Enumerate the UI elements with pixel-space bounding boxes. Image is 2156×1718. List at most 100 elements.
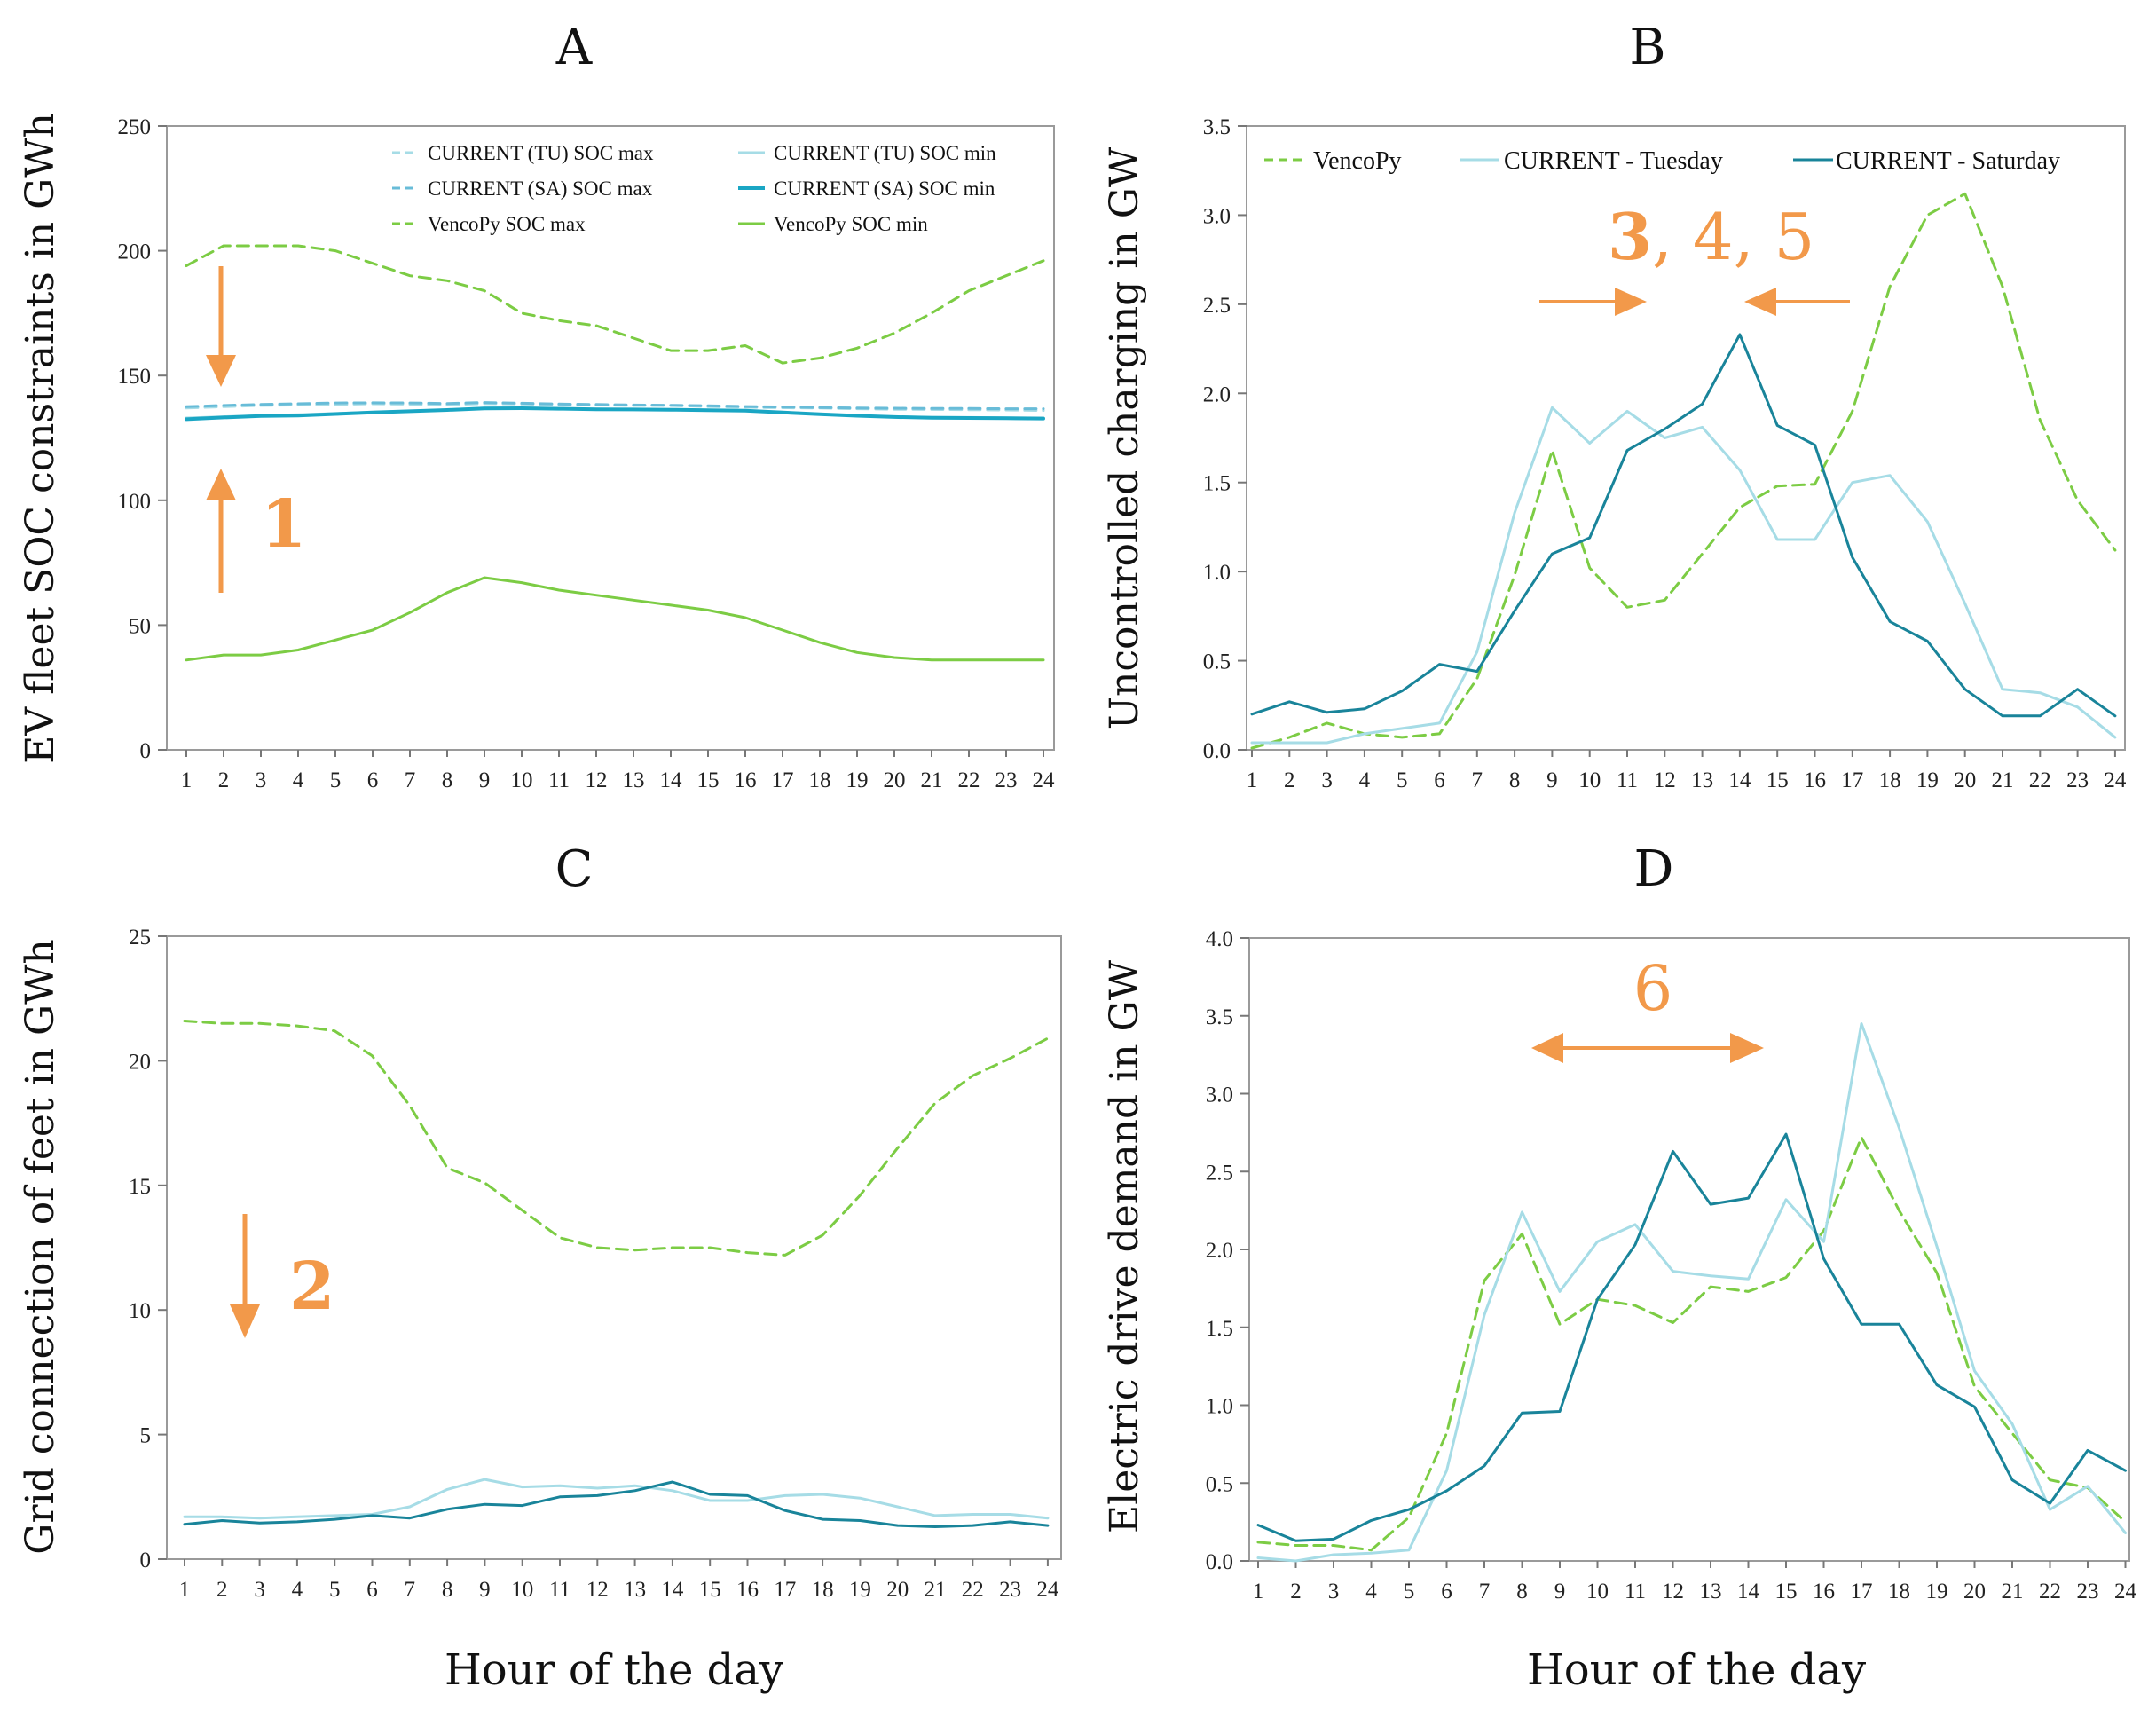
panel-c-y-tick-label: 25 — [129, 926, 151, 950]
legend-current-tu-soc-min: CURRENT (TU) SOC min — [774, 142, 996, 164]
legend-current-tuesday: CURRENT - Tuesday — [1504, 147, 1723, 175]
panel-a-y-axis-label: EV fleet SOC constraints in GWh — [18, 113, 63, 764]
panel-b-x-tick-label: 8 — [1509, 768, 1521, 792]
panel-a-x-tick-label: 21 — [921, 768, 943, 792]
panel-b-x-tick-label: 1 — [1247, 768, 1258, 792]
panel-c-x-ticks: 1 2 3 4 5 6 7 8 9 10 11 12 13 14 15 16 17 18 19 20 21 22 23 24 — [179, 1559, 1059, 1602]
panel-d-x-tick-label: 17 — [1851, 1580, 1873, 1604]
panel-b-y-tick-label: 2.5 — [1203, 294, 1231, 318]
panel-d-x-tick-label: 18 — [1888, 1580, 1910, 1604]
panel-b-y-tick-label: 2.0 — [1203, 382, 1231, 406]
panel-b-x-tick-label: 12 — [1654, 768, 1676, 792]
panel-c-x-tick-label: 10 — [511, 1578, 533, 1602]
annotation-2-arrow-down-head — [230, 1304, 260, 1338]
panel-c-x-tick-label: 4 — [292, 1578, 303, 1602]
panel-c-x-tick-label: 17 — [774, 1578, 796, 1602]
panel-c-y-ticks: 0 5 10 15 20 25 — [129, 926, 167, 1572]
panel-c-y-tick-label: 20 — [129, 1050, 151, 1074]
panel-d-x-tick-label: 23 — [2077, 1580, 2099, 1604]
panel-a-x-tick-label: 8 — [442, 768, 453, 792]
panel-d-y-tick-label: 3.0 — [1206, 1084, 1233, 1107]
annotation-6-arrow-left-head — [1531, 1033, 1563, 1063]
panel-d-x-tick-label: 9 — [1554, 1580, 1566, 1604]
panel-c-x-tick-label: 7 — [405, 1578, 416, 1602]
panel-b-x-tick-label: 5 — [1397, 768, 1408, 792]
panel-c-x-tick-label: 6 — [366, 1578, 378, 1602]
panel-d-x-tick-label: 16 — [1813, 1580, 1835, 1604]
panel-b-x-tick-label: 24 — [2104, 768, 2127, 792]
panel-b-x-tick-label: 9 — [1546, 768, 1558, 792]
panel-c-x-tick-label: 13 — [624, 1578, 646, 1602]
annotation-4-5-label: , 4, 5 — [1652, 200, 1814, 274]
panel-d-y-tick-label: 0.0 — [1206, 1550, 1233, 1574]
panel-d-y-tick-label: 2.5 — [1206, 1161, 1233, 1185]
panel-b-y-tick-label: 0.0 — [1203, 739, 1231, 763]
panel-d-y-tick-label: 1.0 — [1206, 1395, 1233, 1419]
panel-b-x-tick-label: 11 — [1617, 768, 1638, 792]
annotation-2-label: 2 — [289, 1249, 335, 1325]
panel-c-x-tick-label: 15 — [699, 1578, 721, 1602]
annotation-1-arrow-up-head — [206, 469, 236, 500]
panel-d-x-tick-label: 6 — [1441, 1580, 1452, 1604]
panel-a-x-tick-label: 18 — [809, 768, 831, 792]
panel-d-y-tick-label: 1.5 — [1206, 1317, 1233, 1341]
panel-a-y-tick-label: 100 — [118, 490, 152, 514]
panel-c-plot-frame — [166, 935, 1062, 1560]
panel-d-x-tick-label: 5 — [1404, 1580, 1415, 1604]
panel-a-x-tick-label: 17 — [772, 768, 794, 792]
panel-b: B Uncontrolled charging in GW 0.0 0.5 1.0 1… — [1102, 19, 2127, 792]
legend-current-tu-soc-max: CURRENT (TU) SOC max — [428, 142, 654, 164]
panel-d-y-tick-label: 2.0 — [1206, 1239, 1233, 1263]
panel-d-x-tick-label: 20 — [1963, 1580, 1986, 1604]
panel-c-x-tick-label: 3 — [254, 1578, 265, 1602]
panel-a-x-tick-label: 22 — [958, 768, 980, 792]
panel-c-x-tick-label: 19 — [849, 1578, 871, 1602]
legend-current-sa-soc-max: CURRENT (SA) SOC max — [428, 177, 653, 200]
panel-d-series-current-saturday — [1256, 1132, 2127, 1542]
panel-a-x-tick-label: 23 — [995, 768, 1018, 792]
panel-c-x-tick-label: 8 — [442, 1578, 453, 1602]
panel-b-x-tick-label: 17 — [1841, 768, 1863, 792]
annotation-1: 1 — [206, 266, 307, 593]
panel-c-x-tick-label: 2 — [216, 1578, 228, 1602]
panel-c-x-tick-label: 9 — [479, 1578, 491, 1602]
panel-d-x-tick-label: 22 — [2039, 1580, 2061, 1604]
panel-b-series-vencopy — [1250, 192, 2117, 750]
panel-a-y-tick-label: 0 — [140, 739, 152, 763]
annotation-6: 6 — [1531, 952, 1764, 1063]
panel-a-y-tick-label: 250 — [118, 115, 152, 139]
panel-d-x-tick-label: 3 — [1328, 1580, 1340, 1604]
panel-a-x-tick-label: 14 — [660, 768, 683, 792]
panel-b-x-tick-label: 18 — [1879, 768, 1901, 792]
panel-a-x-tick-label: 5 — [330, 768, 342, 792]
annotation-3-4-5-arrow-right-head — [1615, 288, 1647, 316]
panel-c-x-tick-label: 23 — [999, 1578, 1021, 1602]
panel-c-series-vencopy — [183, 1020, 1050, 1257]
panel-c-y-axis-label: Grid connection of feet in GWh — [18, 939, 63, 1554]
panel-b-x-tick-label: 20 — [1954, 768, 1976, 792]
annotation-1-label: 1 — [261, 486, 307, 563]
panel-d-y-ticks: 0.0 0.5 1.0 1.5 2.0 2.5 3.0 3.5 4.0 — [1206, 927, 1249, 1574]
legend-vencopy-soc-max: VencoPy SOC max — [428, 213, 586, 235]
panel-a-series-current-sa-soc-max — [185, 401, 1045, 411]
panel-b-y-tick-label: 3.0 — [1203, 204, 1231, 228]
panel-d-series — [1256, 1022, 2127, 1563]
panel-a-title: A — [555, 19, 593, 76]
annotation-6-label: 6 — [1633, 952, 1673, 1025]
panel-c-series-current-tuesday — [183, 1478, 1050, 1520]
panel-b-x-tick-label: 3 — [1321, 768, 1333, 792]
panel-d-series-vencopy — [1256, 1136, 2127, 1552]
panel-b-x-tick-label: 4 — [1359, 768, 1371, 792]
panel-c-title: C — [555, 840, 594, 898]
annotation-3-4-5-label: 3, 4, 5 — [1608, 199, 1814, 274]
panel-d-x-tick-label: 13 — [1700, 1580, 1722, 1604]
panel-b-x-tick-label: 23 — [2066, 768, 2089, 792]
panel-c-x-tick-label: 5 — [329, 1578, 341, 1602]
panel-d-x-tick-label: 14 — [1737, 1580, 1760, 1604]
panel-c-y-tick-label: 0 — [140, 1549, 152, 1572]
panel-c-y-tick-label: 10 — [129, 1299, 151, 1323]
panel-d-x-tick-label: 12 — [1662, 1580, 1684, 1604]
panel-a-x-tick-label: 4 — [293, 768, 304, 792]
panel-b-x-tick-label: 6 — [1434, 768, 1445, 792]
